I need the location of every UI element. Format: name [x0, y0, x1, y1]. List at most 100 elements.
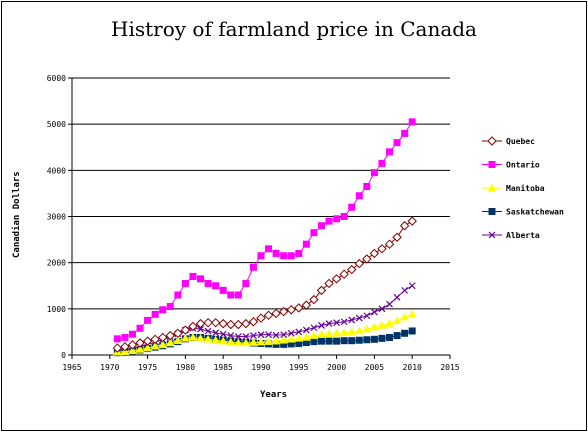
data-point	[377, 244, 387, 254]
data-point	[234, 291, 242, 299]
data-point	[392, 316, 402, 325]
data-point	[386, 333, 394, 341]
data-point	[158, 332, 168, 343]
marker-stroke	[265, 331, 272, 339]
marker-stroke	[401, 286, 409, 294]
data-point	[392, 232, 402, 242]
marker-stroke	[325, 320, 333, 328]
marker-stroke	[219, 330, 227, 338]
data-point	[257, 252, 265, 260]
y-tick-label: 2000	[47, 259, 66, 268]
marker-stroke	[488, 231, 496, 239]
data-point	[265, 245, 273, 253]
data-point	[188, 332, 198, 341]
data-point	[378, 305, 386, 313]
y-tick-label: 1000	[47, 305, 66, 314]
data-point	[354, 258, 364, 269]
data-point	[408, 118, 416, 126]
legend-entry-ontario: Ontario	[482, 160, 540, 170]
data-point	[310, 229, 318, 237]
data-point	[340, 213, 348, 220]
data-point	[233, 319, 244, 330]
data-point	[242, 279, 250, 287]
data-point	[318, 322, 325, 329]
data-point	[248, 317, 259, 327]
data-point	[203, 317, 213, 328]
data-point	[363, 312, 371, 320]
data-point	[378, 159, 386, 167]
data-point	[301, 300, 312, 310]
data-point	[249, 263, 257, 271]
data-point	[128, 330, 136, 338]
x-tick-label: 2015	[440, 363, 459, 372]
data-point	[287, 329, 295, 337]
x-tick-label: 1990	[251, 363, 270, 372]
data-point	[354, 326, 364, 335]
data-point	[226, 319, 236, 330]
data-point	[339, 269, 349, 279]
legend: Quebec Ontario Manitoba Saskatchewan Alberta	[482, 136, 564, 240]
data-point	[249, 338, 258, 346]
legend-entry-alberta: Alberta	[482, 231, 540, 240]
marker-stroke	[318, 322, 325, 329]
data-point	[362, 254, 372, 264]
legend-entry-manitoba: Manitoba	[482, 183, 545, 193]
data-point	[263, 310, 274, 321]
x-tick-label: 1970	[100, 363, 119, 372]
series-group	[112, 118, 417, 357]
data-point	[348, 337, 356, 345]
x-tick-label: 1975	[138, 363, 157, 372]
data-point	[165, 338, 175, 347]
data-point	[340, 318, 348, 326]
data-point	[370, 169, 378, 177]
marker-stroke	[355, 314, 363, 322]
legend-entry-saskatchewan: Saskatchewan	[482, 208, 564, 217]
legend-label: Quebec	[506, 137, 535, 146]
marker-stroke	[242, 333, 250, 340]
data-point	[401, 286, 409, 294]
data-point	[324, 329, 334, 338]
data-point	[401, 129, 409, 137]
x-tick-label: 1980	[176, 363, 195, 372]
data-point	[142, 336, 153, 346]
data-point	[180, 325, 191, 335]
data-point	[265, 331, 272, 339]
data-point	[347, 327, 357, 336]
series-ontario	[113, 118, 416, 343]
marker-stroke	[287, 329, 295, 337]
data-point	[197, 275, 205, 283]
chart-title: Histroy of farmland price in Canada	[111, 17, 477, 41]
data-point	[112, 343, 123, 353]
data-point	[180, 333, 190, 342]
marker-stroke	[204, 327, 212, 335]
marker-stroke	[386, 300, 393, 308]
data-point	[256, 313, 266, 323]
data-point	[219, 286, 227, 294]
x-tick-label: 2005	[365, 363, 384, 372]
marker-stroke	[280, 331, 288, 339]
data-point	[348, 316, 356, 324]
data-point	[159, 306, 167, 314]
data-point	[271, 336, 281, 345]
data-point	[256, 337, 266, 346]
data-point	[294, 303, 304, 313]
data-point	[317, 337, 325, 345]
data-point	[218, 336, 228, 345]
data-point	[332, 328, 342, 337]
x-tick-label: 1995	[289, 363, 308, 372]
data-point	[204, 327, 212, 335]
data-point	[173, 328, 183, 339]
data-point	[204, 279, 212, 287]
data-point	[241, 318, 251, 329]
data-point	[279, 335, 289, 344]
data-point	[181, 279, 189, 287]
data-point	[377, 320, 387, 329]
data-point	[324, 278, 334, 289]
data-point	[121, 333, 129, 341]
series-manitoba	[112, 309, 417, 356]
data-point	[369, 322, 379, 331]
x-tick-label: 1985	[214, 363, 233, 372]
data-point	[280, 252, 288, 260]
data-point	[355, 314, 363, 322]
data-point	[150, 334, 160, 345]
